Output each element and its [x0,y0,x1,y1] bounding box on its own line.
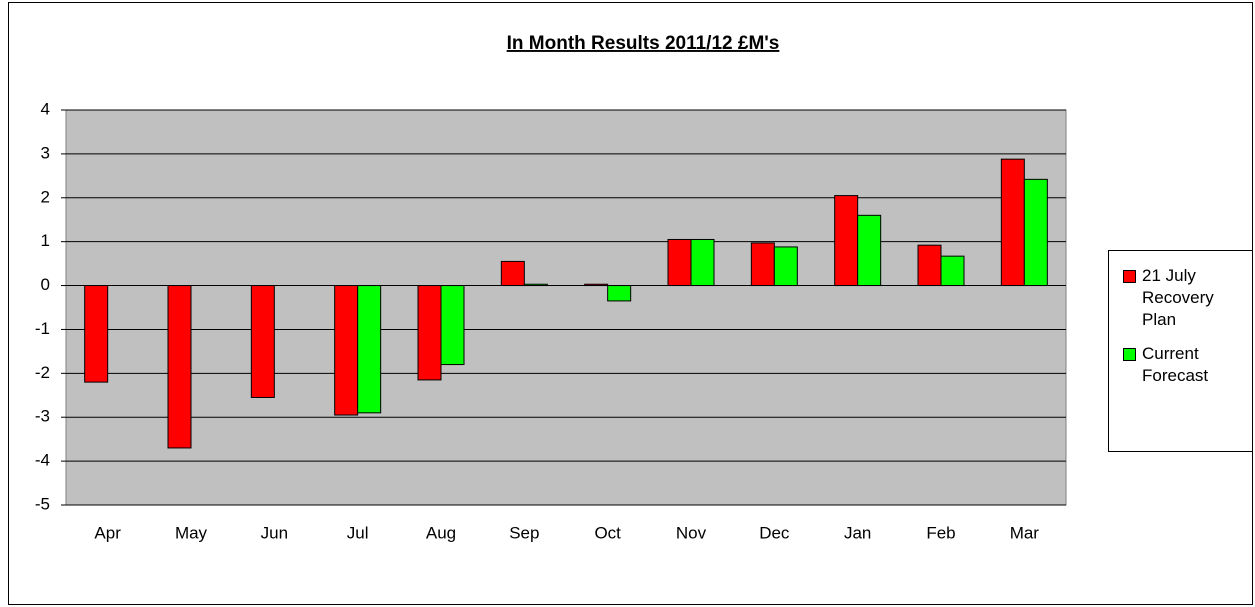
legend-swatch [1123,270,1136,283]
x-tick-label: Apr [94,523,121,542]
x-tick-label: Sep [509,523,539,542]
bar [334,285,359,416]
x-tick-label: Jun [261,523,288,542]
bar [773,246,798,287]
plot-area [65,109,1067,506]
x-tick-label: Oct [594,523,621,542]
bar [250,285,275,398]
bar [750,242,775,287]
bar [417,285,442,381]
y-tick-label: -3 [35,407,50,426]
x-tick-label: May [175,523,208,542]
y-tick-label: -1 [35,319,50,338]
bar [84,285,109,383]
bar [940,255,965,287]
bar [834,195,859,287]
y-tick-label: 1 [41,231,50,250]
y-tick-label: -4 [35,451,50,470]
legend-entry: Current Forecast [1123,343,1246,387]
legend-swatch [1123,348,1136,361]
bar [667,238,692,287]
bar [1023,178,1048,287]
bar [357,285,382,414]
bar [690,238,715,287]
bar [917,244,942,287]
x-tick-label: Jul [347,523,369,542]
y-tick-label: 3 [41,143,50,162]
y-tick-label: 2 [41,187,50,206]
legend: 21 July Recovery Plan Current Forecast [1108,250,1253,452]
x-tick-label: Feb [926,523,955,542]
y-tick-label: -5 [35,494,50,513]
y-tick-label: -2 [35,363,50,382]
chart-title: In Month Results 2011/12 £M's [507,33,780,54]
x-tick-label: Mar [1010,523,1040,542]
bar [607,285,632,302]
legend-label: Current Forecast [1142,344,1209,385]
y-tick-label: 4 [41,99,50,118]
legend-entry: 21 July Recovery Plan [1123,265,1246,331]
bar [857,214,882,287]
x-tick-label: Nov [676,523,707,542]
bar [167,285,192,449]
x-tick-label: Jan [844,523,871,542]
bar [1000,158,1025,287]
bar [440,285,465,366]
y-tick-label: 0 [41,275,50,294]
bar [500,260,525,287]
legend-label: 21 July Recovery Plan [1142,266,1214,329]
x-tick-label: Aug [426,523,456,542]
x-tick-label: Dec [759,523,790,542]
